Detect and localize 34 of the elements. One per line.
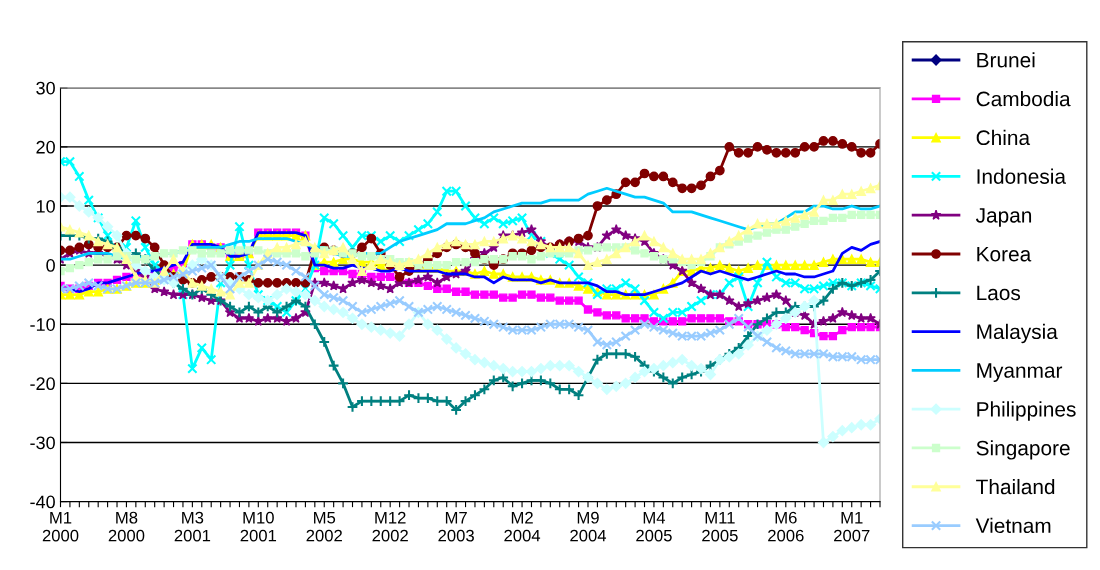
x-tick-label: M12 2002 xyxy=(372,511,408,542)
legend-label: Cambodia xyxy=(976,91,1071,107)
y-tick-label: 30 xyxy=(36,81,55,95)
y-tick-label: 10 xyxy=(36,199,55,213)
x-tick-label: M2 2004 xyxy=(504,511,541,542)
x-tick-label: M6 2006 xyxy=(768,511,804,542)
x-tick-label: M8 2000 xyxy=(108,511,145,542)
y-tick-label: -40 xyxy=(30,495,55,509)
x-tick-label: M10 2001 xyxy=(240,511,277,542)
y-tick-label: -20 xyxy=(30,377,55,391)
legend-label: Philippines xyxy=(977,401,1076,421)
x-tick-label: M7 2003 xyxy=(438,511,474,542)
legend-label: Myanmar xyxy=(977,363,1063,382)
legend-label: Japan xyxy=(975,208,1032,227)
x-tick-label: M3 2001 xyxy=(174,511,211,542)
legend-label: Indonesia xyxy=(977,168,1066,184)
x-tick-label: M4 2005 xyxy=(636,511,672,542)
y-tick-label: -10 xyxy=(30,318,55,331)
x-tick-label: M11 2005 xyxy=(702,511,738,542)
legend-label: Malaysia xyxy=(977,323,1058,344)
y-tick-label: 0 xyxy=(46,259,55,272)
x-tick-label: M1 2000 xyxy=(42,511,79,542)
y-tick-label: -30 xyxy=(30,436,55,450)
y-tick-label: 20 xyxy=(36,140,55,154)
x-tick-label: M9 2004 xyxy=(570,511,607,542)
legend-label: Singapore xyxy=(976,440,1070,460)
legend-label: Thailand xyxy=(976,478,1055,495)
legend-label: Laos xyxy=(977,285,1021,301)
legend-label: Vietnam xyxy=(975,517,1051,534)
legend-label: China xyxy=(976,129,1031,146)
legend-label: Brunei xyxy=(977,52,1035,68)
x-tick-label: M5 2002 xyxy=(306,511,342,542)
x-tick-label: M1 2007 xyxy=(834,511,870,542)
legend-label: Korea xyxy=(977,246,1032,262)
